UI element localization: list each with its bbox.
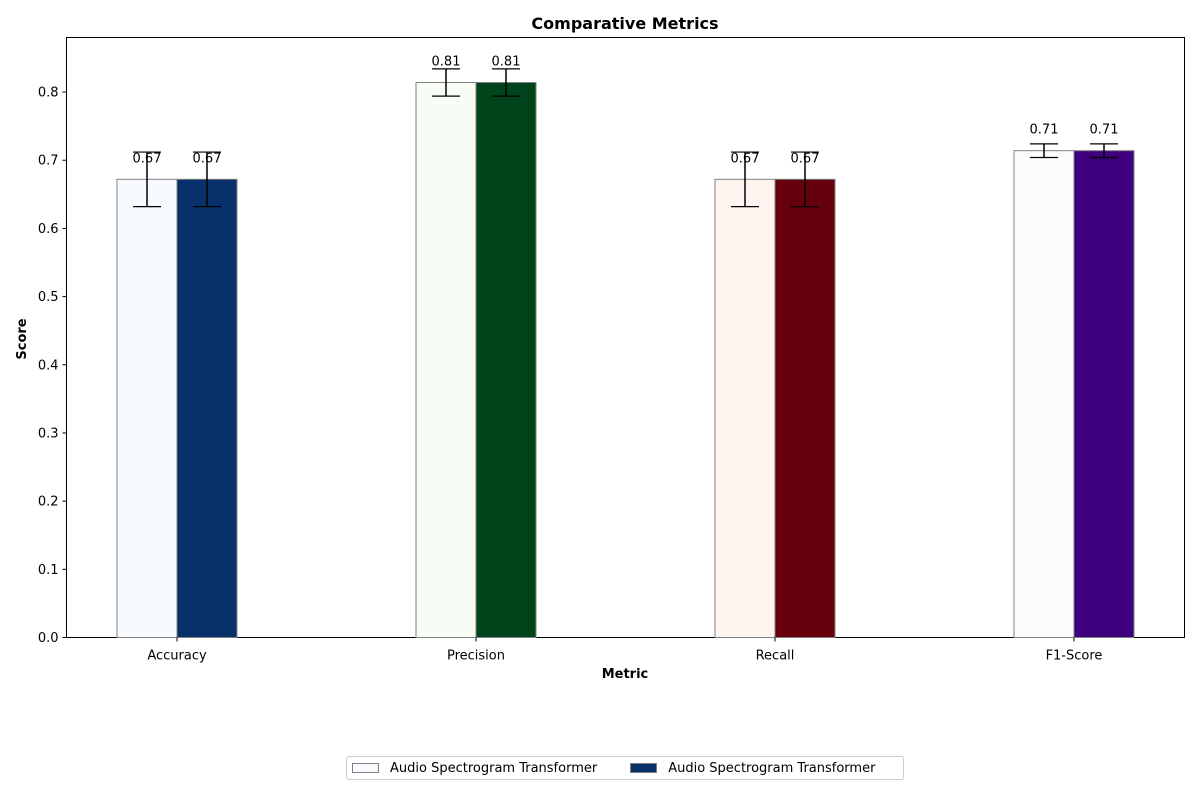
data-label: 0.81: [492, 55, 521, 70]
bar-s1-f1-score: [1014, 151, 1074, 638]
bar-s1-accuracy: [117, 179, 177, 637]
y-axis-label: Score: [15, 318, 30, 359]
y-tick-label: 0.1: [38, 563, 59, 578]
bar-s1-precision: [416, 83, 476, 638]
legend-label-2: Audio Spectrogram Transformer: [668, 761, 875, 776]
legend-swatch-1: [352, 763, 379, 773]
chart-title: Comparative Metrics: [531, 14, 718, 33]
y-tick-label: 0.8: [38, 86, 59, 101]
y-axis: 0.0 0.1 0.2 0.3 0.4 0.5 0.6 0.7 0.8: [38, 86, 67, 646]
data-label: 0.67: [193, 151, 222, 166]
x-tick-label: Recall: [756, 649, 795, 664]
y-tick-label: 0.7: [38, 154, 59, 169]
y-tick-label: 0.6: [38, 222, 59, 237]
x-tick-label: Precision: [447, 649, 505, 664]
bar-s2-recall: [775, 179, 835, 637]
legend-label-1: Audio Spectrogram Transformer: [390, 761, 597, 776]
bar-s2-f1-score: [1074, 151, 1134, 638]
y-tick-label: 0.3: [38, 426, 59, 441]
x-axis-label: Metric: [602, 667, 649, 682]
data-label: 0.71: [1030, 123, 1059, 138]
y-tick-label: 0.4: [38, 358, 59, 373]
data-label: 0.67: [133, 151, 162, 166]
data-label: 0.67: [731, 151, 760, 166]
data-label: 0.67: [791, 151, 820, 166]
legend-item-2: Audio Spectrogram Transformer: [625, 761, 875, 776]
y-tick-label: 0.0: [38, 631, 59, 646]
bar-s1-recall: [715, 179, 775, 637]
bar-s2-precision: [476, 83, 536, 638]
x-axis: Accuracy Precision Recall F1-Score: [147, 638, 1102, 664]
y-tick-label: 0.5: [38, 290, 59, 305]
legend: Audio Spectrogram Transformer Audio Spec…: [346, 756, 904, 780]
x-tick-label: F1-Score: [1046, 649, 1103, 664]
data-label: 0.81: [432, 55, 461, 70]
y-tick-label: 0.2: [38, 495, 59, 510]
bar-s2-accuracy: [177, 179, 237, 637]
legend-item-1: Audio Spectrogram Transformer: [347, 761, 597, 776]
data-label: 0.71: [1090, 123, 1119, 138]
x-tick-label: Accuracy: [147, 649, 207, 664]
legend-swatch-2: [630, 763, 657, 773]
